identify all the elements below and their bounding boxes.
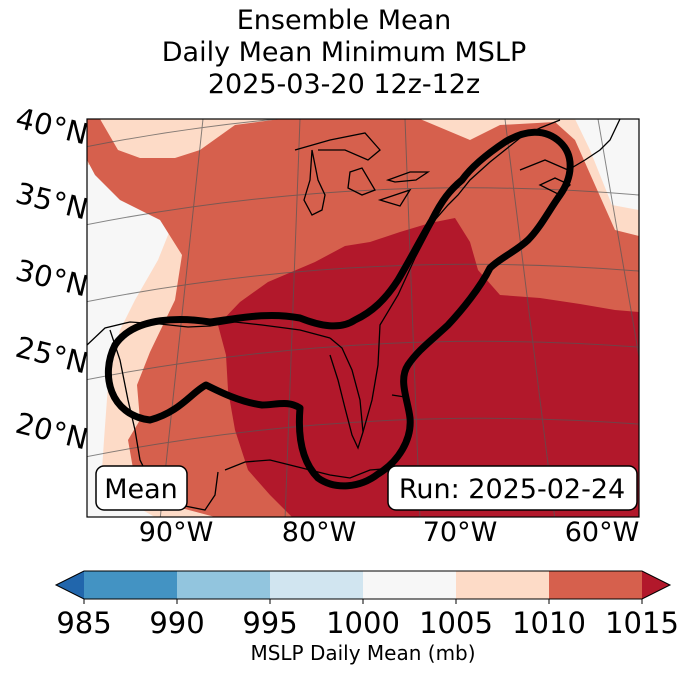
- colorbar-bin-1005-1010: [456, 571, 549, 599]
- colorbar-tick-label-1010: 1010: [512, 606, 586, 640]
- lon-label-80w: 80°W: [282, 517, 357, 548]
- chart-title-line-3: 2025-03-20 12z-12z: [207, 69, 481, 100]
- chart-title-line-2: Daily Mean Minimum MSLP: [161, 37, 527, 68]
- colorbar-extend-low: [56, 571, 84, 599]
- lon-label-70w: 70°W: [423, 517, 498, 548]
- annotation-run-text: Run: 2025-02-24: [399, 474, 625, 505]
- annotation-mean-text: Mean: [104, 474, 178, 505]
- colorbar-tick-label-1000: 1000: [326, 606, 400, 640]
- lat-label-30: 30°N: [12, 253, 91, 304]
- colorbar-extend-high: [642, 571, 670, 599]
- lon-label-60w: 60°W: [565, 517, 640, 548]
- lat-label-25: 25°N: [12, 330, 91, 381]
- annotation-mean-box: [95, 465, 188, 511]
- map-border: [86, 118, 640, 518]
- colorbar-bin-995-1000: [270, 571, 363, 599]
- colorbar-tick-label-990: 990: [149, 606, 204, 640]
- map-panel: [87, 119, 639, 517]
- colorbar: 985 990 995 1000 1005 1010 1015: [54, 570, 679, 640]
- colorbar-label: MSLP Daily Mean (mb): [250, 641, 475, 665]
- annotation-run-box: [387, 465, 638, 511]
- mslp-contour: [104, 128, 574, 490]
- annotation-mean: Mean: [95, 465, 188, 511]
- chart-title-line-1: Ensemble Mean: [236, 5, 452, 36]
- colorbar-bin-1010-1015: [549, 571, 642, 599]
- lat-label-20: 20°N: [12, 406, 91, 457]
- colorbar-tick-label-985: 985: [56, 606, 111, 640]
- field-1000-1005-northeast: [575, 119, 639, 210]
- field-above-1015: [218, 218, 639, 517]
- colorbar-bin-990-995: [177, 571, 270, 599]
- annotation-run: Run: 2025-02-24: [387, 465, 638, 511]
- lat-label-35: 35°N: [12, 176, 91, 227]
- colorbar-tick-label-1015: 1015: [605, 606, 679, 640]
- field-1000-1005-west: [87, 160, 185, 517]
- colorbar-tick-label-995: 995: [242, 606, 297, 640]
- colorbar-bin-1000-1005: [363, 571, 456, 599]
- lat-label-40: 40°N: [12, 101, 91, 152]
- lon-label-90w: 90°W: [139, 517, 214, 548]
- colorbar-bin-985-990: [84, 571, 177, 599]
- colorbar-tick-label-1005: 1005: [419, 606, 493, 640]
